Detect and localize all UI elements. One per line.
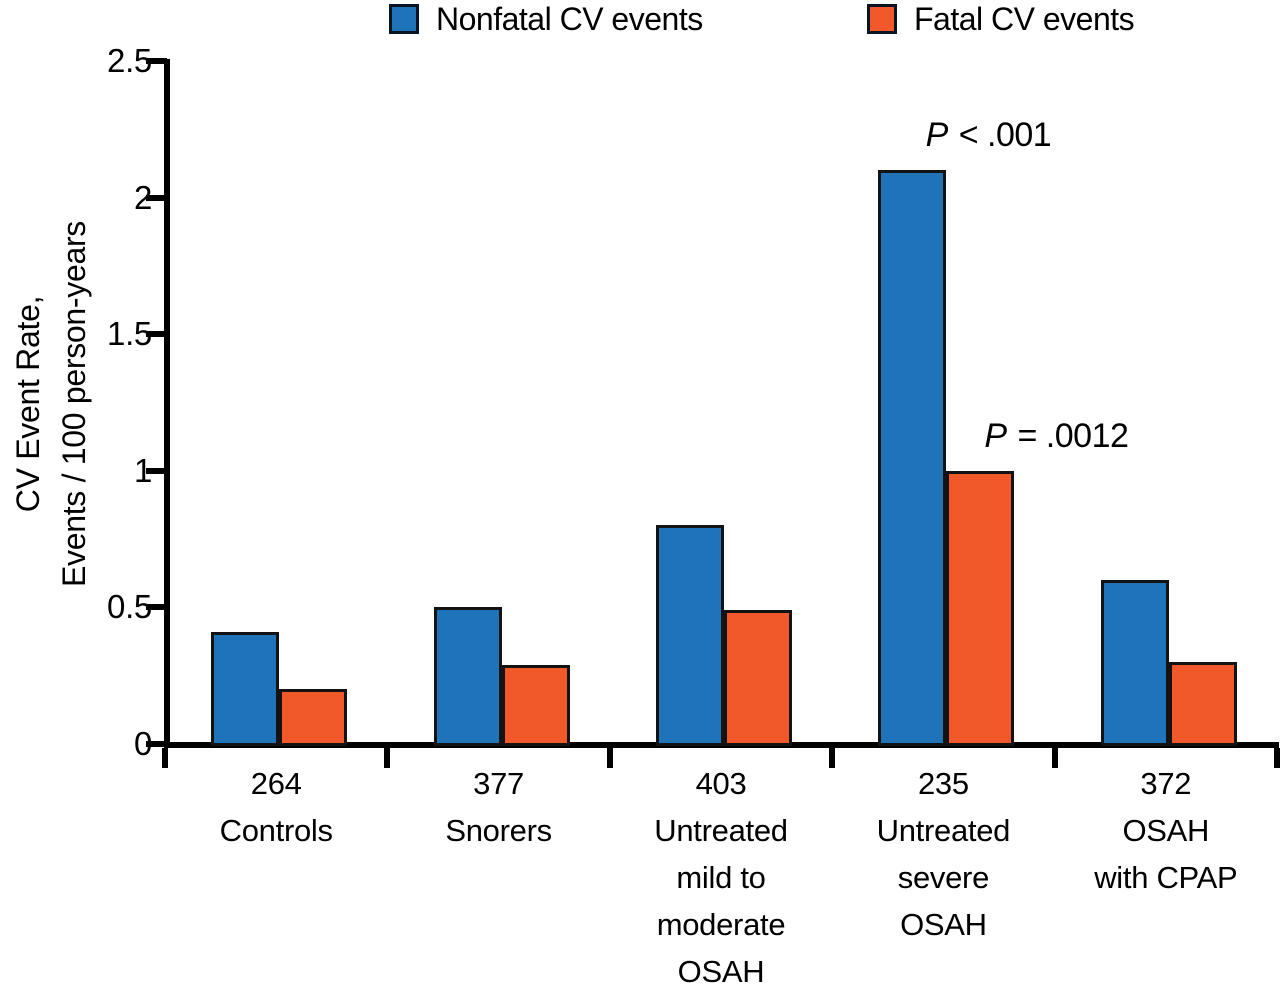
category-label-snorers: 377 Snorers: [388, 760, 610, 854]
x-tick: [384, 748, 391, 768]
legend-entry-fatal: Fatal CV events: [867, 1, 1135, 37]
y-tick: [146, 331, 167, 338]
category-label-line: Snorers: [445, 813, 552, 848]
category-label-line: Untreated: [654, 813, 788, 848]
bar-fatal-mild-moderate-osah: [724, 610, 792, 746]
category-label-line: severe: [897, 860, 990, 895]
category-label-line: 235: [917, 766, 969, 801]
x-tick: [829, 748, 836, 768]
y-tick: [146, 194, 167, 201]
y-tick-label: 1.5: [107, 315, 152, 353]
bar-fatal-severe-osah: [946, 470, 1015, 746]
fatal-legend-label: Fatal CV events: [914, 1, 1135, 37]
category-label-line: mild to: [676, 860, 766, 895]
nonfatal-legend-swatch-icon: [389, 4, 419, 34]
legend-entry-nonfatal: Nonfatal CV events: [389, 2, 703, 36]
category-label-line: 377: [473, 766, 524, 801]
bar-fatal-osah-cpap: [1168, 662, 1237, 746]
category-label-osah-cpap: 372 OSAH with CPAP: [1055, 760, 1277, 901]
x-tick: [1274, 748, 1280, 768]
y-tick-label: 0.5: [107, 588, 152, 626]
y-tick-label: 0: [133, 725, 152, 762]
bar-fatal-controls: [279, 689, 348, 746]
y-tick: [146, 467, 167, 474]
category-label-line: with CPAP: [1094, 860, 1238, 895]
bar-nonfatal-mild-moderate-osah: [656, 525, 724, 746]
y-tick: [146, 741, 167, 747]
y-tick: [146, 58, 167, 64]
bar-nonfatal-osah-cpap: [1100, 580, 1169, 746]
bar-nonfatal-controls: [211, 631, 280, 746]
y-axis-line: [164, 59, 170, 748]
category-label-line: 372: [1140, 766, 1192, 801]
category-label-line: moderate: [656, 907, 786, 942]
p-value-annotation-severe-osah-nonfatal: P < .001: [925, 116, 1052, 155]
y-tick-label: 2: [133, 178, 152, 216]
x-tick: [162, 748, 168, 768]
category-label-line: OSAH: [677, 954, 765, 989]
p-value-annotation-severe-osah-fatal: P = .0012: [984, 416, 1129, 455]
fatal-legend-swatch-icon: [867, 4, 897, 34]
category-label-mild-moderate-osah: 403 Untreated mild to moderate OSAH: [610, 760, 832, 989]
category-label-line: 403: [695, 766, 747, 801]
category-label-line: Untreated: [876, 813, 1011, 848]
y-tick-label: 1: [133, 451, 152, 489]
bar-nonfatal-severe-osah: [878, 170, 947, 746]
x-tick: [606, 748, 613, 768]
category-label-line: OSAH: [1122, 813, 1210, 848]
category-label-controls: 264 Controls: [165, 760, 387, 854]
x-tick: [1051, 748, 1058, 768]
y-tick: [146, 604, 167, 611]
y-tick-label: 2.5: [107, 42, 152, 79]
category-label-line: 264: [250, 766, 302, 801]
category-label-line: Controls: [219, 813, 333, 848]
nonfatal-legend-label: Nonfatal CV events: [436, 1, 703, 37]
category-label-line: OSAH: [900, 907, 987, 942]
category-label-severe-osah: 235 Untreated severe OSAH: [832, 760, 1054, 948]
bar-nonfatal-snorers: [433, 607, 502, 746]
bar-fatal-snorers: [501, 664, 570, 746]
